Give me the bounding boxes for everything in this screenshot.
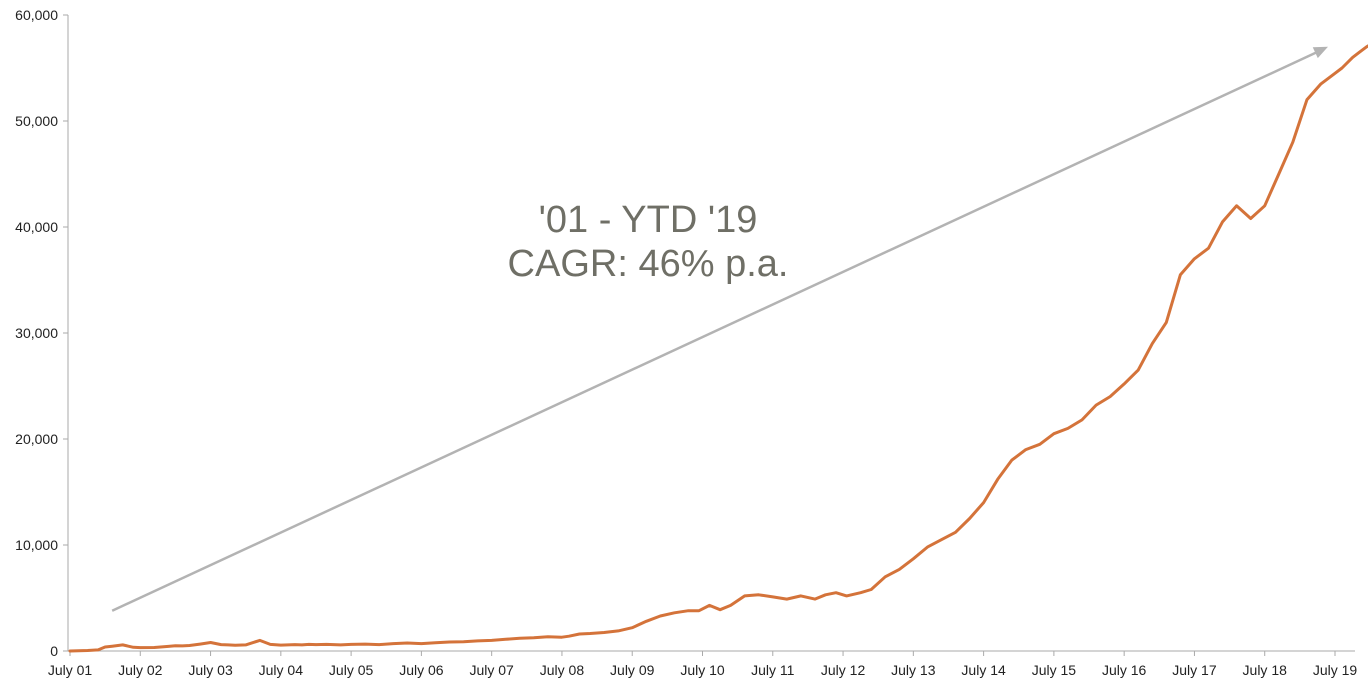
y-tick-label: 0 (50, 643, 58, 659)
x-tick-label: July 11 (751, 662, 795, 678)
x-tick-label: July 15 (1032, 662, 1077, 678)
trend-arrow-shaft (111, 49, 1321, 612)
x-tick-label: July 18 (1243, 662, 1288, 678)
x-tick-label: July 02 (118, 662, 163, 678)
annotation-period: '01 - YTD '19 (539, 199, 758, 241)
trend-arrow-head (1312, 46, 1328, 59)
x-axis: July 01 July 02 July 03 July 04 July 05 July … (48, 650, 1358, 678)
x-tick-label: July 12 (821, 662, 866, 678)
series-group (68, 44, 1368, 653)
x-tick-label: July 06 (399, 662, 444, 678)
x-tick-label: July 07 (469, 662, 514, 678)
y-tick-label: 40,000 (15, 219, 58, 235)
y-axis: 0 10,000 20,000 30,000 40,000 50,000 60,000 (15, 7, 69, 659)
y-tick-label: 30,000 (15, 325, 58, 341)
x-tick-label: July 01 (48, 662, 93, 678)
x-tick-label: July 17 (1172, 662, 1217, 678)
x-tick-label: July 13 (891, 662, 936, 678)
x-tick-label: July 14 (961, 662, 1006, 678)
x-tick-label: July 10 (680, 662, 725, 678)
x-tick-label: July 05 (329, 662, 374, 678)
y-tick-label: 10,000 (15, 537, 58, 553)
trend-arrow (111, 46, 1328, 612)
x-tick-label: July 08 (540, 662, 585, 678)
x-tick-label: July 03 (188, 662, 233, 678)
x-tick-label: July 04 (259, 662, 304, 678)
series-line (68, 44, 1368, 653)
x-tick-label: July 19 (1313, 662, 1358, 678)
y-tick-label: 20,000 (15, 431, 58, 447)
x-tick-label: July 16 (1102, 662, 1147, 678)
annotation-group: '01 - YTD '19 CAGR: 46% p.a. (508, 199, 789, 285)
y-tick-label: 60,000 (15, 7, 58, 23)
annotation-cagr: CAGR: 46% p.a. (508, 243, 789, 285)
x-tick-label: July 09 (610, 662, 655, 678)
y-tick-label: 50,000 (15, 113, 58, 129)
